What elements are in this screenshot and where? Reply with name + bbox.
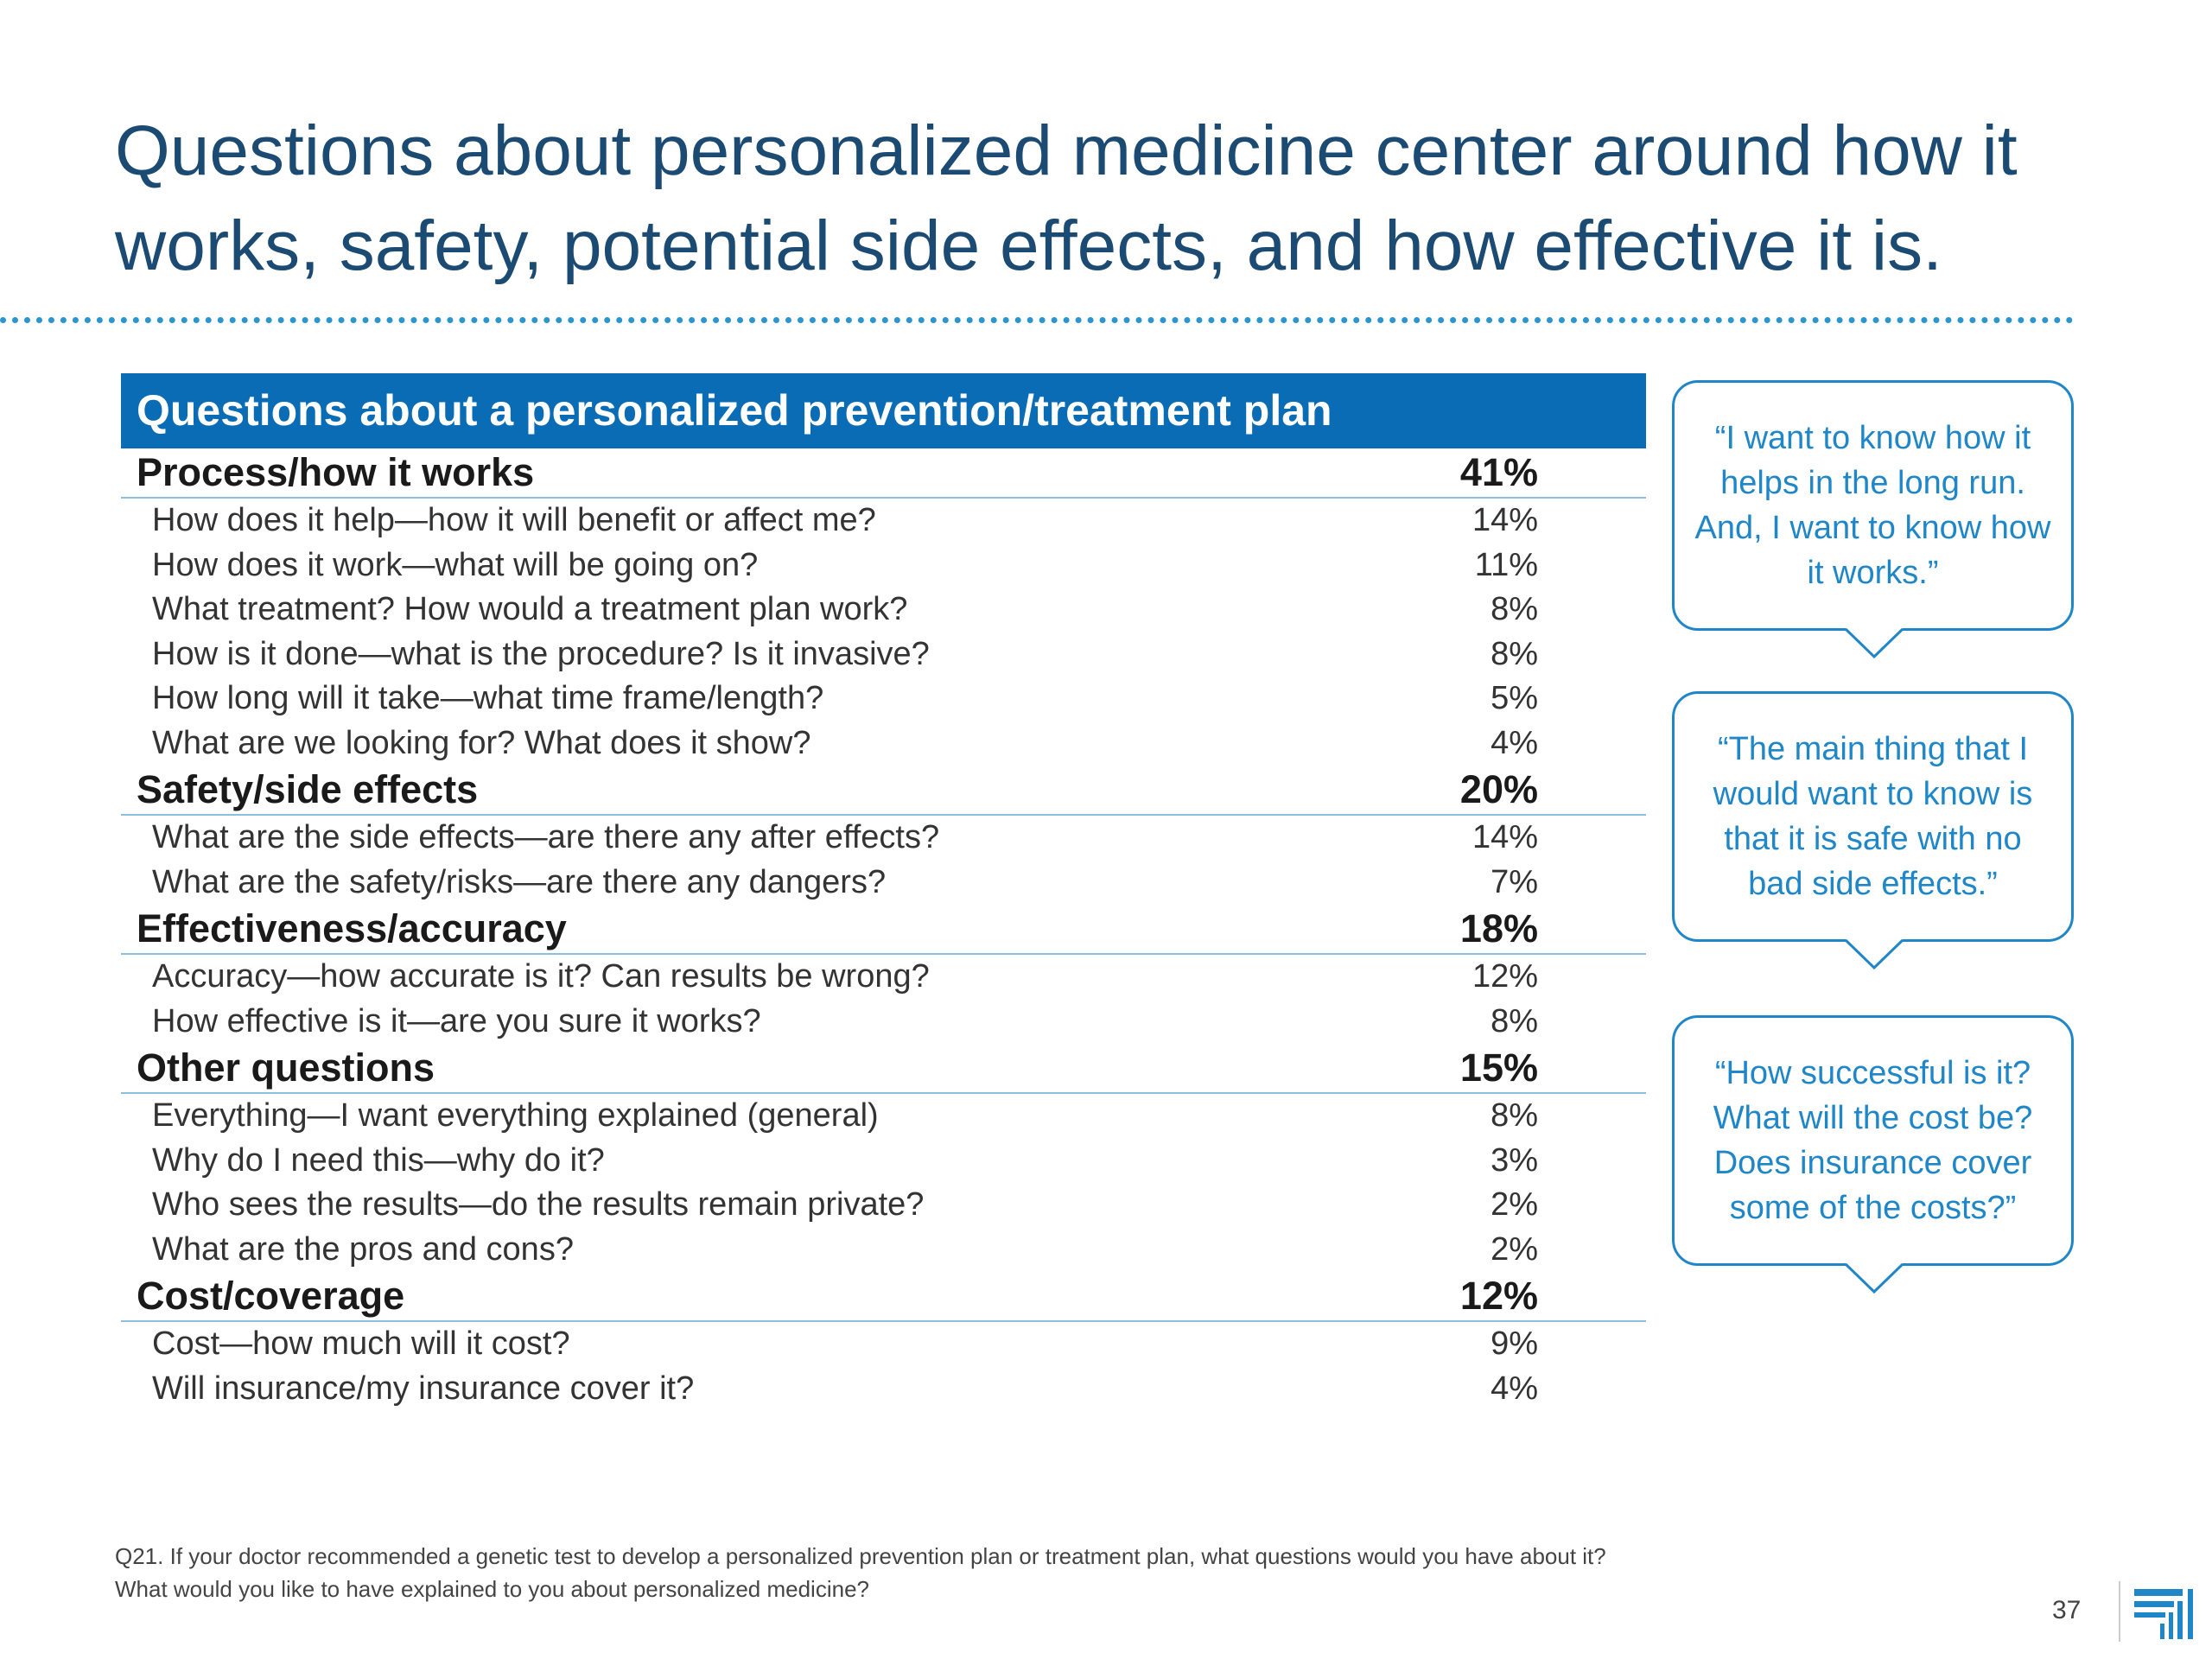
category-label: Effectiveness/accuracy	[137, 906, 567, 950]
item-row: What are the side effects—are there any …	[121, 816, 1646, 861]
page-number: 37	[2052, 1596, 2082, 1624]
item-percent: 8%	[1491, 635, 1538, 672]
item-row: How effective is it—are you sure it work…	[121, 1000, 1646, 1045]
category-percent: 18%	[1459, 906, 1538, 950]
category-row: Process/how it works 41%	[121, 448, 1646, 499]
item-row: What treatment? How would a treatment pl…	[121, 588, 1646, 632]
item-percent: 8%	[1491, 591, 1538, 627]
item-label: Cost—how much will it cost?	[152, 1325, 570, 1362]
item-percent: 14%	[1471, 502, 1538, 538]
category-row: Other questions 15%	[121, 1044, 1646, 1094]
item-row: Why do I need this—why do it? 3%	[121, 1139, 1646, 1184]
item-percent: 12%	[1471, 958, 1538, 995]
quote-text: “How successful is it? What will the cos…	[1713, 1055, 2033, 1226]
item-label: What are we looking for? What does it sh…	[152, 724, 811, 761]
item-row: How long will it take—what time frame/le…	[121, 677, 1646, 721]
quote-text: “I want to know how it helps in the long…	[1694, 420, 2051, 591]
category-percent: 12%	[1459, 1274, 1538, 1318]
page-title: Questions about personalized medicine ce…	[115, 111, 2018, 285]
item-row: Accuracy—how accurate is it? Can results…	[121, 955, 1646, 1000]
footnote: Q21. If your doctor recommended a geneti…	[115, 1540, 2016, 1605]
item-percent: 4%	[1491, 1370, 1538, 1407]
item-label: How effective is it—are you sure it work…	[152, 1002, 761, 1039]
quote-bubble-1: “I want to know how it helps in the long…	[1672, 380, 2074, 659]
item-row: Will insurance/my insurance cover it? 4%	[121, 1367, 1646, 1412]
item-percent: 2%	[1491, 1186, 1538, 1223]
item-percent: 4%	[1491, 724, 1538, 761]
item-percent: 8%	[1491, 1002, 1538, 1039]
questions-table: Questions about a personalized preventio…	[121, 373, 1646, 1411]
item-percent: 9%	[1491, 1325, 1538, 1362]
item-row: Everything—I want everything explained (…	[121, 1094, 1646, 1139]
category-percent: 41%	[1459, 450, 1538, 494]
speech-tail-icon	[1846, 939, 1903, 970]
item-percent: 7%	[1491, 863, 1538, 900]
item-label: What are the side effects—are there any …	[152, 819, 940, 855]
item-label: Everything—I want everything explained (…	[152, 1097, 879, 1134]
item-row: Who sees the results—do the results rema…	[121, 1183, 1646, 1228]
item-percent: 14%	[1471, 819, 1538, 855]
item-percent: 2%	[1491, 1230, 1538, 1268]
item-row: What are the safety/risks—are there any …	[121, 861, 1646, 906]
item-label: What treatment? How would a treatment pl…	[152, 591, 908, 627]
item-label: How is it done—what is the procedure? Is…	[152, 635, 930, 672]
item-label: How long will it take—what time frame/le…	[152, 680, 824, 716]
category-row: Cost/coverage 12%	[121, 1272, 1646, 1322]
quote-text: “The main thing that I would want to kno…	[1713, 731, 2033, 902]
item-percent: 11%	[1474, 546, 1538, 583]
item-label: Why do I need this—why do it?	[152, 1141, 605, 1179]
item-row: How is it done—what is the procedure? Is…	[121, 632, 1646, 677]
footnote-line: Q21. If your doctor recommended a geneti…	[115, 1543, 1606, 1569]
speech-tail-icon	[1846, 628, 1903, 659]
category-percent: 15%	[1459, 1046, 1538, 1090]
category-label: Process/how it works	[137, 450, 535, 494]
brand-logo-icon	[2134, 1589, 2193, 1639]
category-row: Safety/side effects 20%	[121, 766, 1646, 816]
item-row: What are we looking for? What does it sh…	[121, 721, 1646, 766]
category-row: Effectiveness/accuracy 18%	[121, 905, 1646, 955]
item-row: What are the pros and cons? 2%	[121, 1228, 1646, 1273]
item-row: How does it work—what will be going on? 1…	[121, 543, 1646, 588]
item-percent: 3%	[1491, 1141, 1538, 1179]
item-label: Will insurance/my insurance cover it?	[152, 1370, 695, 1407]
footnote-line: What would you like to have explained to…	[115, 1576, 869, 1602]
item-row: How does it help—how it will benefit or …	[121, 499, 1646, 543]
item-percent: 8%	[1491, 1097, 1538, 1134]
category-label: Other questions	[137, 1046, 435, 1090]
logo-divider	[2119, 1581, 2120, 1642]
item-row: Cost—how much will it cost? 9%	[121, 1322, 1646, 1367]
item-label: How does it help—how it will benefit or …	[152, 502, 876, 538]
speech-tail-icon	[1846, 1263, 1903, 1294]
item-percent: 5%	[1491, 680, 1538, 716]
dotted-divider	[0, 317, 2074, 323]
category-label: Cost/coverage	[137, 1274, 405, 1318]
table-header: Questions about a personalized preventio…	[121, 373, 1646, 448]
item-label: What are the safety/risks—are there any …	[152, 863, 887, 900]
table-body: Process/how it works 41% How does it help—…	[121, 448, 1646, 1411]
item-label: Who sees the results—do the results rema…	[152, 1186, 925, 1223]
item-label: What are the pros and cons?	[152, 1230, 574, 1268]
item-label: How does it work—what will be going on?	[152, 546, 759, 583]
quote-bubble-3: “How successful is it? What will the cos…	[1672, 1015, 2074, 1294]
quote-bubble-2: “The main thing that I would want to kno…	[1672, 691, 2074, 970]
item-label: Accuracy—how accurate is it? Can results…	[152, 958, 930, 995]
category-percent: 20%	[1459, 767, 1538, 811]
category-label: Safety/side effects	[137, 767, 479, 811]
